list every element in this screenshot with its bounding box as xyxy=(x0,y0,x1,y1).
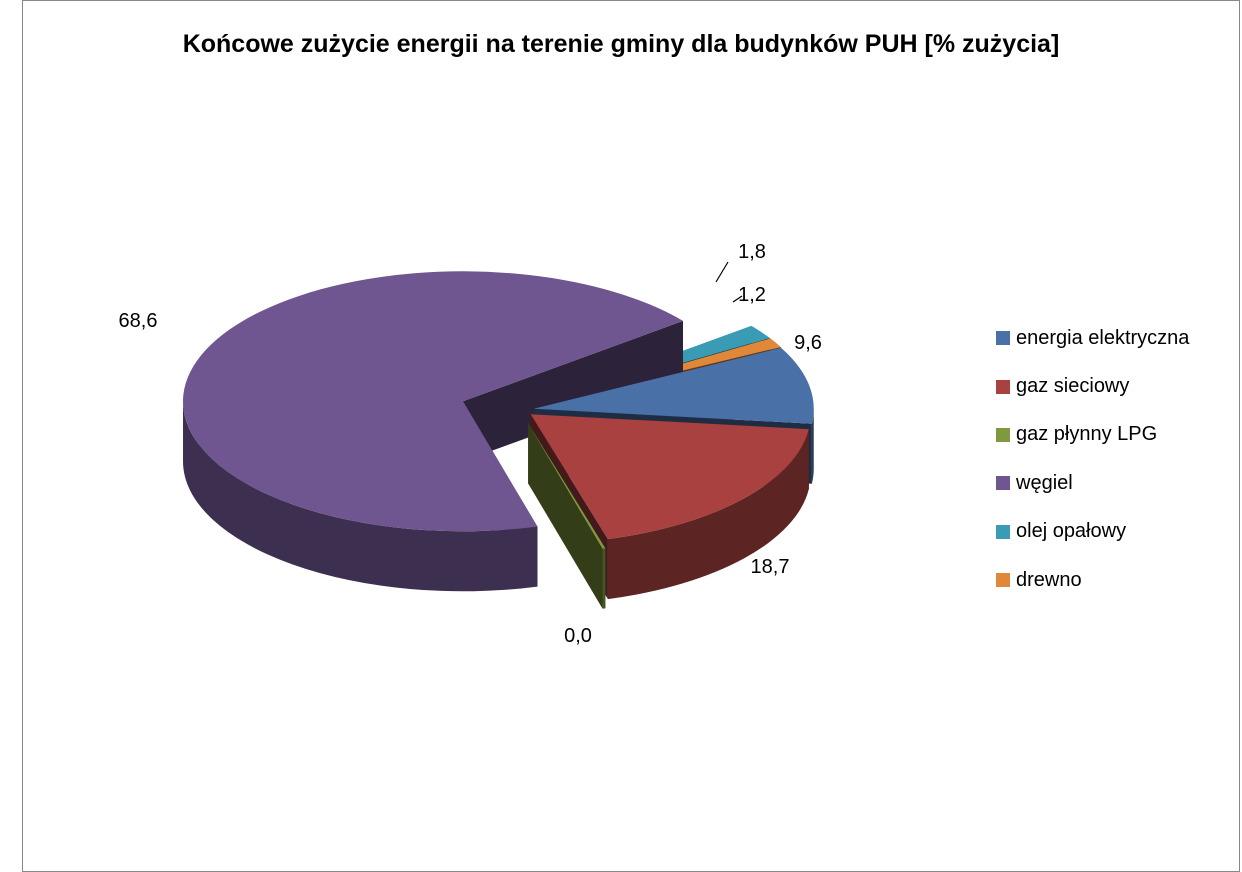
legend-swatch xyxy=(996,331,1010,346)
legend-item-energia-elektryczna: energia elektryczna xyxy=(996,314,1189,362)
leader-line-olej-opalowy xyxy=(715,261,729,283)
legend-swatch xyxy=(996,427,1010,442)
legend-label: gaz sieciowy xyxy=(1016,375,1130,398)
legend-label: drewno xyxy=(1016,568,1082,591)
slice-side xyxy=(182,401,538,592)
slice-gaz-plynny-lpg xyxy=(528,423,606,609)
chart-title: Końcowe zużycie energii na terenie gminy… xyxy=(182,30,1060,58)
legend-swatch xyxy=(996,379,1010,394)
slice-wegiel xyxy=(182,271,684,592)
legend-swatch xyxy=(996,524,1010,539)
legend-item-wegiel: węgiel xyxy=(996,459,1189,507)
legend-item-gaz-sieciowy: gaz sieciowy xyxy=(996,362,1189,410)
data-label-wegiel: 68,6 xyxy=(119,310,158,332)
legend-item-drewno: drewno xyxy=(996,556,1189,604)
data-label-drewno: 1,2 xyxy=(738,284,766,306)
legend-label: węgiel xyxy=(1016,471,1073,494)
slice-wall xyxy=(462,320,684,462)
data-label-olej-opalowy: 1,8 xyxy=(738,241,766,263)
legend-swatch xyxy=(996,476,1010,491)
slice-top xyxy=(182,271,684,532)
legend-item-olej-opalowy: olej opałowy xyxy=(996,508,1189,556)
data-label-energia-elektryczna: 9,6 xyxy=(794,332,822,354)
data-label-gaz-plynny-lpg: 0,0 xyxy=(564,625,592,647)
legend: energia elektryczna gaz sieciowy gaz płynn… xyxy=(996,314,1189,604)
slice-top xyxy=(528,423,606,549)
legend-label: energia elektryczna xyxy=(1016,326,1190,349)
slice-top xyxy=(533,347,814,424)
slice-side xyxy=(602,548,606,609)
data-label-gaz-sieciowy: 18,7 xyxy=(751,556,790,578)
slice-wall xyxy=(528,423,603,609)
legend-label: gaz płynny LPG xyxy=(1016,423,1158,446)
slice-side xyxy=(607,429,809,600)
legend-item-gaz-plynny-lpg: gaz płynny LPG xyxy=(996,411,1189,459)
legend-swatch xyxy=(996,573,1010,588)
legend-label: olej opałowy xyxy=(1016,520,1127,543)
leader-line-drewno xyxy=(732,295,743,303)
slice-top xyxy=(530,414,809,540)
slice-side xyxy=(811,408,814,484)
